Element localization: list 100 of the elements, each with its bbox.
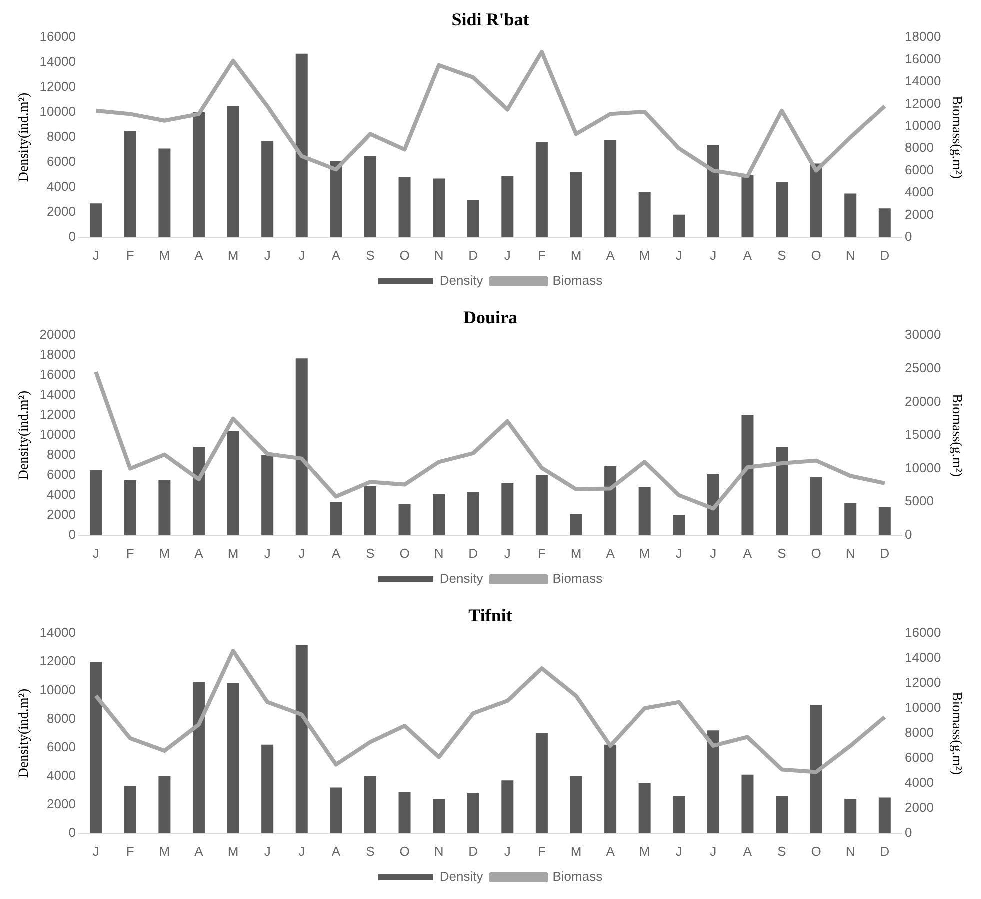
- x-tick-label: A: [743, 248, 752, 263]
- y-tick-label: 10000: [40, 104, 76, 120]
- bar: [192, 112, 205, 238]
- y-tick-label: 10000: [40, 682, 76, 698]
- x-tick-label: O: [400, 844, 410, 859]
- y-axis-title: Density(ind.m²): [17, 390, 32, 480]
- bar: [707, 474, 720, 536]
- y2-tick-label: 10000: [905, 460, 942, 476]
- x-tick-label: M: [228, 844, 239, 859]
- y-tick-label: 0: [68, 526, 76, 542]
- bar: [296, 645, 308, 834]
- x-tick-label: J: [298, 844, 306, 859]
- bar: [604, 466, 617, 536]
- x-tick-label: N: [846, 546, 856, 561]
- x-tick-label: S: [366, 844, 376, 859]
- x-tick-label: N: [846, 248, 856, 263]
- y2-tick-label: 6000: [905, 750, 934, 766]
- x-tick-label: J: [504, 844, 511, 859]
- x-tick-label: J: [298, 546, 306, 561]
- bar: [810, 164, 822, 238]
- y-tick-label: 16000: [40, 29, 76, 44]
- bar: [638, 192, 651, 238]
- x-tick-label: D: [468, 248, 478, 263]
- y-tick-label: 4000: [47, 487, 76, 502]
- x-tick-label: M: [159, 844, 170, 859]
- bar: [638, 487, 651, 536]
- x-tick-label: J: [710, 844, 717, 859]
- x-tick-label: J: [92, 248, 100, 263]
- bar: [707, 144, 720, 238]
- bar: [638, 783, 651, 834]
- y2-tick-label: 4000: [905, 775, 934, 790]
- x-tick-label: J: [676, 844, 682, 859]
- x-tick-label: D: [880, 844, 890, 859]
- bar: [364, 156, 376, 238]
- legend-label: Density: [440, 571, 484, 586]
- bar: [604, 744, 617, 834]
- y2-tick-label: 18000: [905, 29, 942, 44]
- bar: [673, 796, 686, 834]
- x-tick-label: O: [811, 248, 822, 263]
- x-tick-label: A: [743, 844, 752, 859]
- x-tick-label: F: [126, 844, 134, 859]
- bar: [124, 786, 136, 834]
- bar: [673, 214, 686, 238]
- bar: [502, 176, 514, 238]
- y2-tick-label: 2000: [905, 206, 934, 222]
- bar: [570, 172, 582, 238]
- bar: [330, 788, 342, 834]
- y2-tick-label: 6000: [905, 162, 934, 178]
- x-tick-label: M: [570, 248, 582, 263]
- bar: [844, 503, 857, 536]
- x-tick-label: M: [570, 546, 582, 561]
- legend-label: Density: [440, 869, 484, 884]
- bar: [673, 515, 686, 536]
- x-tick-label: A: [194, 844, 204, 859]
- bar: [502, 780, 514, 834]
- x-tick-label: A: [332, 248, 341, 263]
- y-tick-label: 12000: [40, 79, 76, 94]
- bar: [810, 477, 822, 536]
- x-tick-label: N: [434, 546, 444, 561]
- bar: [124, 480, 136, 536]
- bar: [192, 447, 205, 536]
- bar: [398, 504, 411, 536]
- x-tick-label: D: [880, 546, 890, 561]
- y-tick-label: 0: [68, 824, 76, 840]
- y-tick-label: 20000: [40, 327, 76, 342]
- y2-tick-label: 16000: [905, 625, 942, 640]
- bar: [158, 776, 171, 834]
- bar: [398, 792, 411, 834]
- chart-title: Tifnit: [468, 605, 512, 626]
- bar: [227, 684, 240, 834]
- x-tick-label: J: [676, 546, 682, 561]
- y2-tick-label: 0: [905, 228, 912, 244]
- x-tick-label: S: [778, 248, 787, 263]
- y2-tick-label: 10000: [905, 700, 942, 716]
- y-tick-label: 6000: [47, 154, 76, 170]
- x-tick-label: A: [194, 546, 204, 561]
- x-tick-label: N: [434, 844, 444, 859]
- bar: [467, 200, 480, 238]
- y-tick-label: 14000: [40, 387, 76, 402]
- y2-tick-label: 12000: [905, 96, 942, 111]
- bar: [502, 483, 514, 536]
- y-tick-label: 4000: [47, 179, 76, 194]
- y2-tick-label: 14000: [905, 650, 942, 666]
- y-tick-label: 2000: [47, 204, 76, 220]
- bar: [570, 776, 582, 834]
- y-tick-label: 8000: [47, 710, 76, 726]
- bar: [570, 514, 582, 536]
- chart-title: Sidi R'bat: [452, 9, 530, 30]
- y-tick-label: 14000: [40, 625, 76, 640]
- bar: [433, 178, 446, 238]
- x-tick-label: S: [366, 546, 376, 561]
- y-tick-label: 0: [68, 228, 76, 244]
- bar: [433, 799, 446, 834]
- chart-title: Douira: [464, 307, 518, 328]
- y2-axis-title: Biomass(g.m²): [948, 692, 964, 776]
- legend-label: Biomass: [552, 869, 604, 884]
- bar: [467, 492, 480, 536]
- y-tick-label: 10000: [40, 427, 76, 442]
- x-tick-label: A: [332, 844, 341, 859]
- bar: [90, 204, 102, 238]
